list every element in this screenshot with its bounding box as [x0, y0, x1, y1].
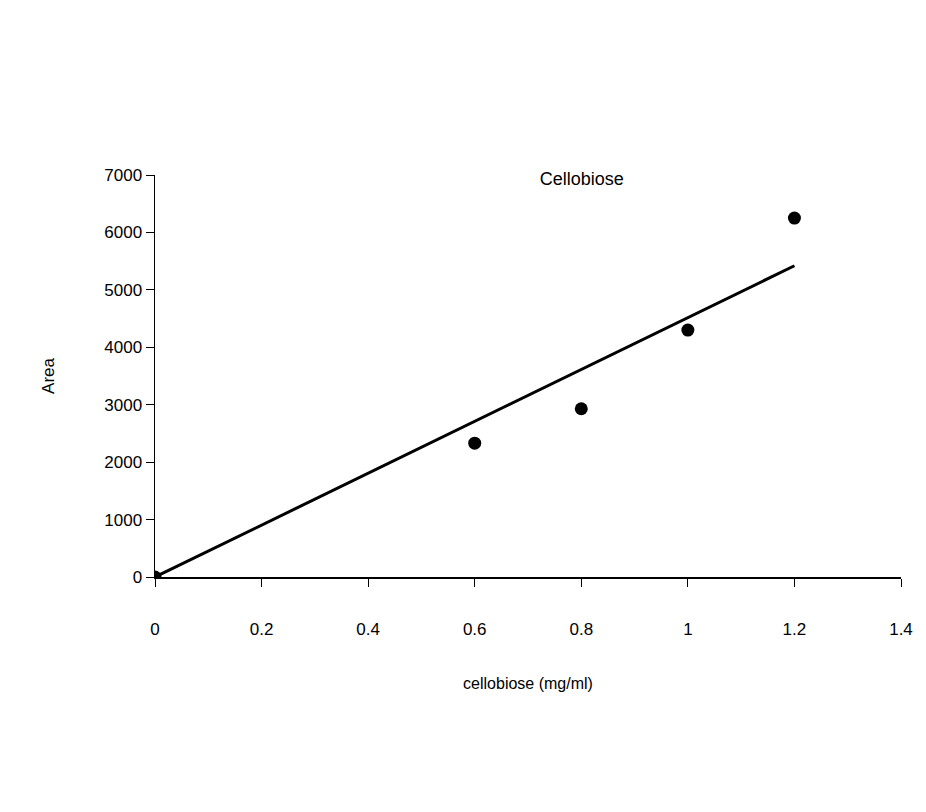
- svg-text:Area: Area: [39, 358, 58, 394]
- svg-text:6000: 6000: [104, 223, 142, 242]
- svg-text:2000: 2000: [104, 453, 142, 472]
- svg-text:5000: 5000: [104, 281, 142, 300]
- svg-text:1.2: 1.2: [783, 620, 807, 639]
- svg-text:7000: 7000: [104, 166, 142, 185]
- svg-text:0: 0: [133, 568, 142, 587]
- svg-text:1.4: 1.4: [889, 620, 913, 639]
- svg-text:0.4: 0.4: [356, 620, 380, 639]
- svg-text:0.8: 0.8: [569, 620, 593, 639]
- svg-text:4000: 4000: [104, 338, 142, 357]
- svg-text:3000: 3000: [104, 396, 142, 415]
- svg-text:1000: 1000: [104, 511, 142, 530]
- svg-text:1: 1: [683, 620, 692, 639]
- svg-text:0: 0: [150, 620, 159, 639]
- svg-text:Cellobiose: Cellobiose: [540, 169, 624, 189]
- svg-text:0.6: 0.6: [463, 620, 487, 639]
- svg-text:cellobiose (mg/ml): cellobiose (mg/ml): [463, 675, 593, 692]
- svg-text:0.2: 0.2: [250, 620, 274, 639]
